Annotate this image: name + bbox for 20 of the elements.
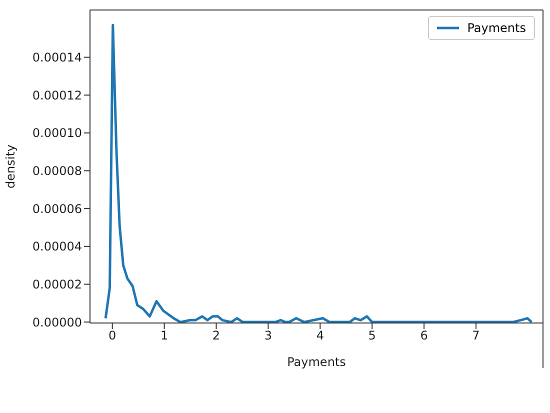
line-series bbox=[104, 24, 533, 323]
y-tick-label: 0.00008 bbox=[32, 164, 82, 178]
y-tick-label: 0.00010 bbox=[32, 126, 82, 140]
y-tick-label: 0.00004 bbox=[32, 240, 82, 254]
x-tick-label: 1 bbox=[160, 328, 168, 343]
legend-label: Payments bbox=[467, 21, 526, 35]
y-tick-label: 0.00012 bbox=[32, 88, 82, 102]
x-tick-label: 0 bbox=[108, 328, 116, 343]
x-tick-label: 7 bbox=[472, 328, 480, 343]
y-tick-label: 0.00014 bbox=[32, 50, 82, 65]
x-tick-label: 3 bbox=[264, 328, 272, 343]
y-axis-title: density bbox=[3, 144, 18, 188]
y-tick-label: 0.00000 bbox=[32, 315, 82, 330]
x-axis-title: Payments bbox=[287, 355, 346, 369]
y-tick-label: 0.00002 bbox=[32, 277, 82, 292]
x-tick-label: 5 bbox=[368, 328, 376, 343]
x-tick-label: 4 bbox=[316, 328, 324, 343]
x-tick-label: 6 bbox=[420, 328, 428, 343]
y-tick-label: 0.00006 bbox=[32, 202, 82, 216]
x-tick-label: 2 bbox=[212, 328, 220, 343]
